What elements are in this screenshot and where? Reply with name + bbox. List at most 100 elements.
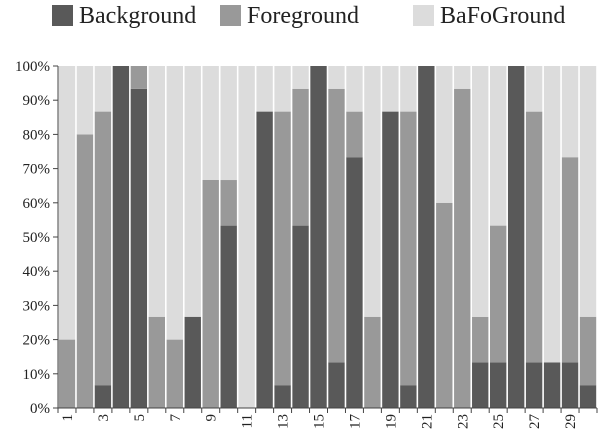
bar-bafoground-9 <box>202 66 219 180</box>
x-tick-label: 7 <box>168 414 184 422</box>
y-tick-label: 70% <box>23 162 51 178</box>
y-tick-label: 0% <box>30 401 50 417</box>
bar-foreground-17 <box>346 111 363 158</box>
y-tick-label: 20% <box>23 333 51 349</box>
legend-swatch-background <box>52 5 73 26</box>
x-tick-label: 19 <box>383 414 399 429</box>
bar-background-26 <box>507 66 525 408</box>
bar-background-21 <box>418 66 435 408</box>
bar-foreground-18 <box>364 316 381 408</box>
bar-bafoground-1 <box>58 66 76 340</box>
y-tick-label: 80% <box>23 127 51 143</box>
bar-background-16 <box>328 362 345 408</box>
x-tick-label: 5 <box>132 414 148 422</box>
y-tick-label: 40% <box>23 264 51 280</box>
bar-background-28 <box>543 362 561 408</box>
bar-background-19 <box>382 111 399 408</box>
bar-bafoground-27 <box>525 66 543 112</box>
y-tick-label: 10% <box>23 367 51 383</box>
bar-foreground-20 <box>400 111 417 386</box>
bar-foreground-6 <box>148 316 165 408</box>
bar-bafoground-13 <box>274 66 291 112</box>
bar-foreground-3 <box>94 111 112 386</box>
bar-bafoground-30 <box>579 66 597 317</box>
y-tick-label: 60% <box>23 196 51 212</box>
bar-bafoground-28 <box>543 66 561 363</box>
bar-background-17 <box>346 157 363 408</box>
bar-bafoground-25 <box>490 66 507 226</box>
legend: Background Foreground BaFoGround <box>52 3 565 29</box>
bar-foreground-1 <box>58 339 76 408</box>
legend-swatch-foreground <box>220 5 241 26</box>
bar-bafoground-14 <box>292 66 309 89</box>
bar-bafoground-19 <box>382 66 399 112</box>
bar-foreground-9 <box>202 179 219 408</box>
bar-foreground-13 <box>274 111 291 386</box>
bar-background-14 <box>292 225 309 408</box>
bar-bafoground-20 <box>400 66 417 112</box>
bar-background-25 <box>490 362 507 408</box>
bar-background-27 <box>525 362 543 408</box>
bar-background-30 <box>579 385 597 408</box>
bar-bafoground-22 <box>436 66 453 203</box>
x-tick-label: 3 <box>96 414 112 422</box>
bar-foreground-27 <box>525 111 543 363</box>
bar-background-15 <box>310 66 327 408</box>
bar-bafoground-6 <box>148 66 165 317</box>
bar-bafoground-23 <box>454 66 471 89</box>
bar-foreground-5 <box>130 66 148 89</box>
legend-swatch-bafoground <box>413 5 434 26</box>
x-tick-label: 15 <box>312 414 328 429</box>
x-tick-label: 21 <box>419 414 435 429</box>
legend-label-foreground: Foreground <box>247 3 359 29</box>
bar-foreground-7 <box>166 339 183 408</box>
bar-bafoground-11 <box>238 66 255 408</box>
bar-background-4 <box>112 66 130 408</box>
bar-bafoground-2 <box>76 66 94 135</box>
bar-background-12 <box>256 111 273 408</box>
bar-bafoground-8 <box>184 66 201 317</box>
bar-foreground-24 <box>472 316 489 363</box>
bar-bafoground-12 <box>256 66 273 112</box>
x-tick-label: 9 <box>204 414 220 422</box>
bar-foreground-30 <box>579 316 597 386</box>
bar-bafoground-16 <box>328 66 345 89</box>
x-tick-label: 25 <box>491 414 507 429</box>
bar-foreground-10 <box>220 180 237 226</box>
x-tick-label: 27 <box>527 414 543 430</box>
bar-foreground-23 <box>454 88 471 408</box>
x-tick-label: 11 <box>240 414 256 428</box>
legend-label-bafoground: BaFoGround <box>440 3 565 29</box>
legend-label-background: Background <box>79 3 196 29</box>
y-tick-label: 30% <box>23 298 51 314</box>
bar-bafoground-17 <box>346 66 363 112</box>
x-tick-label: 1 <box>60 414 76 422</box>
bar-bafoground-18 <box>364 66 381 317</box>
bar-background-5 <box>130 88 148 408</box>
y-tick-label: 90% <box>23 93 51 109</box>
x-tick-label: 29 <box>563 414 579 429</box>
bar-foreground-22 <box>436 202 453 408</box>
bar-foreground-16 <box>328 88 345 363</box>
bar-foreground-25 <box>490 225 507 363</box>
x-tick-label: 13 <box>276 414 292 429</box>
bar-bafoground-7 <box>166 66 183 340</box>
y-tick-label: 100% <box>15 59 50 75</box>
bar-background-29 <box>561 362 579 408</box>
bar-bafoground-10 <box>220 66 237 181</box>
bar-bafoground-24 <box>472 66 489 317</box>
x-axis: 1 3 5 7 9 11 13 15 17 19 21 23 25 27 29 <box>57 407 598 430</box>
x-tick-label: 23 <box>455 414 471 429</box>
bar-foreground-2 <box>76 134 94 408</box>
bar-background-20 <box>400 385 417 408</box>
bar-background-10 <box>220 225 237 408</box>
bar-background-13 <box>274 385 291 408</box>
plot-background <box>58 66 597 408</box>
bar-background-8 <box>184 316 201 408</box>
bar-background-3 <box>94 385 112 408</box>
bar-bafoground-29 <box>561 66 579 158</box>
x-tick-label: 17 <box>347 414 363 430</box>
bar-bafoground-3 <box>94 66 112 112</box>
bar-background-24 <box>472 362 489 408</box>
plot-area <box>58 66 597 408</box>
